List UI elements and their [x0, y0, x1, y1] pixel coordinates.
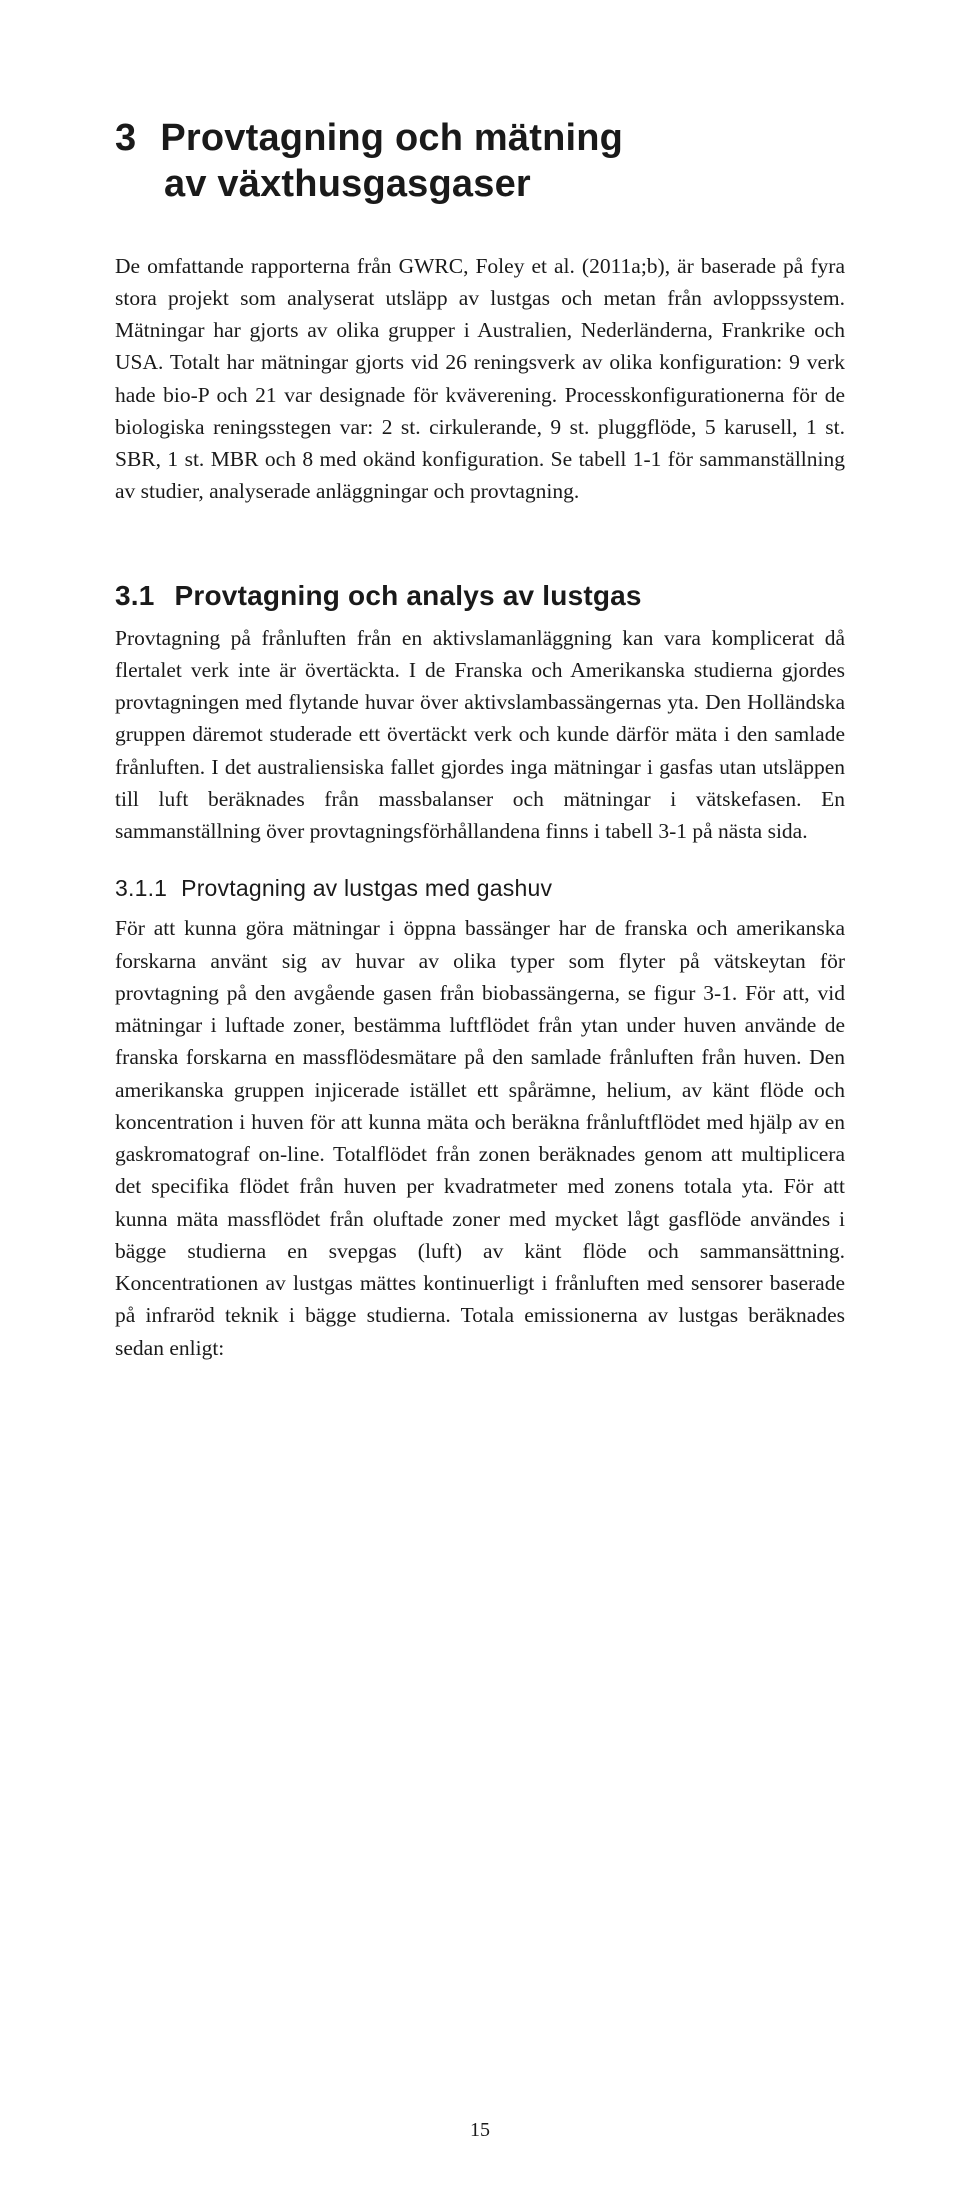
section-3-1-paragraph: Provtagning på frånluften från en aktivs… [115, 622, 845, 848]
subsection-heading-3-1-1: 3.1.1 Provtagning av lustgas med gashuv [115, 875, 845, 902]
page-number: 15 [0, 2119, 960, 2142]
section-3-1-1-paragraph: För att kunna göra mätningar i öppna bas… [115, 912, 845, 1364]
chapter-heading: 3 Provtagning och mätning av växthusgasga… [115, 115, 845, 208]
subsection-title: Provtagning av lustgas med gashuv [181, 875, 552, 901]
chapter-title-line1: Provtagning och mätning [160, 117, 623, 159]
subsection-number: 3.1.1 [115, 875, 167, 902]
chapter-title-line2: av växthusgasgaser [115, 163, 531, 205]
section-heading-3-1: 3.1 Provtagning och analys av lustgas [115, 580, 845, 612]
section-number: 3.1 [115, 580, 155, 612]
chapter-number: 3 [115, 115, 136, 161]
intro-paragraph: De omfattande rapporterna från GWRC, Fol… [115, 250, 845, 508]
section-title: Provtagning och analys av lustgas [175, 580, 642, 611]
